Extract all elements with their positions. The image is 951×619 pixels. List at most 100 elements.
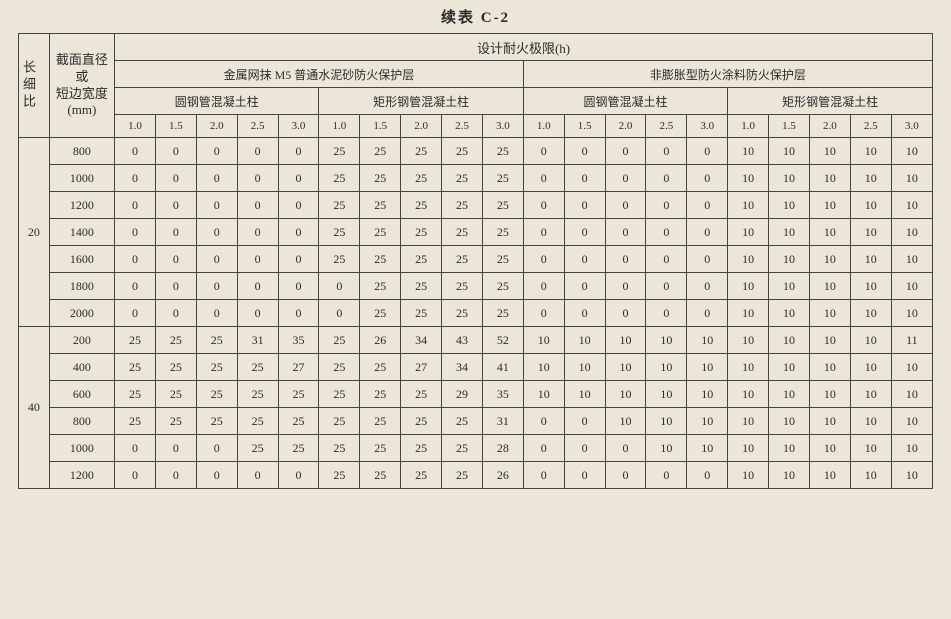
hdr-tick: 3.0 (687, 115, 728, 138)
hdr-ratio: 长细比 (19, 34, 50, 138)
cell-value: 10 (850, 435, 891, 462)
cell-value: 10 (728, 273, 769, 300)
cell-value: 0 (523, 300, 564, 327)
cell-value: 0 (523, 219, 564, 246)
cell-value: 25 (360, 300, 401, 327)
cell-value: 25 (115, 354, 156, 381)
cell-value: 25 (482, 219, 523, 246)
cell-value: 10 (728, 300, 769, 327)
cell-value: 0 (605, 246, 646, 273)
cell-value: 0 (196, 435, 237, 462)
cell-value: 0 (564, 462, 605, 489)
cell-value: 25 (442, 192, 483, 219)
cell-value: 0 (115, 462, 156, 489)
cell-value: 10 (769, 246, 810, 273)
cell-value: 0 (155, 219, 196, 246)
cell-value: 10 (809, 219, 850, 246)
hdr-tick: 2.5 (442, 115, 483, 138)
cell-value: 10 (728, 435, 769, 462)
cell-value: 25 (360, 462, 401, 489)
cell-value: 25 (442, 219, 483, 246)
cell-value: 10 (850, 408, 891, 435)
cell-value: 10 (809, 327, 850, 354)
table-row: 6002525252525252525293510101010101010101… (19, 381, 933, 408)
cell-value: 25 (237, 354, 278, 381)
cell-value: 25 (319, 462, 360, 489)
cell-value: 0 (115, 219, 156, 246)
cell-value: 0 (237, 462, 278, 489)
cell-value: 0 (237, 219, 278, 246)
cell-value: 0 (278, 273, 319, 300)
cell-value: 25 (401, 462, 442, 489)
cell-diameter: 200 (49, 327, 114, 354)
hdr-tick: 2.0 (401, 115, 442, 138)
cell-value: 10 (809, 300, 850, 327)
cell-value: 25 (482, 165, 523, 192)
cell-value: 0 (687, 165, 728, 192)
cell-value: 0 (564, 219, 605, 246)
table-row: 180000000025252525000001010101010 (19, 273, 933, 300)
cell-value: 25 (196, 327, 237, 354)
cell-value: 10 (891, 300, 932, 327)
table-row: 200000000025252525000001010101010 (19, 300, 933, 327)
cell-value: 25 (155, 327, 196, 354)
hdr-tick: 2.5 (646, 115, 687, 138)
cell-value: 10 (891, 192, 932, 219)
cell-value: 25 (401, 381, 442, 408)
cell-value: 25 (401, 165, 442, 192)
cell-value: 25 (482, 192, 523, 219)
cell-value: 0 (196, 246, 237, 273)
cell-value: 10 (728, 165, 769, 192)
cell-value: 10 (523, 354, 564, 381)
cell-value: 25 (115, 381, 156, 408)
cell-value: 10 (728, 381, 769, 408)
cell-value: 11 (891, 327, 932, 354)
cell-value: 10 (605, 381, 646, 408)
cell-value: 0 (646, 219, 687, 246)
cell-value: 10 (605, 327, 646, 354)
cell-value: 10 (646, 408, 687, 435)
cell-value: 0 (646, 192, 687, 219)
cell-value: 0 (155, 300, 196, 327)
cell-value: 25 (442, 300, 483, 327)
cell-value: 0 (687, 219, 728, 246)
cell-value: 0 (646, 462, 687, 489)
cell-value: 10 (891, 462, 932, 489)
table-row: 4002525252527252527344110101010101010101… (19, 354, 933, 381)
cell-value: 0 (564, 300, 605, 327)
cell-value: 25 (360, 381, 401, 408)
cell-value: 0 (196, 138, 237, 165)
cell-value: 25 (401, 408, 442, 435)
cell-value: 10 (809, 408, 850, 435)
cell-value: 25 (155, 354, 196, 381)
cell-value: 0 (646, 246, 687, 273)
cell-value: 0 (237, 192, 278, 219)
cell-value: 25 (319, 435, 360, 462)
cell-value: 25 (360, 219, 401, 246)
hdr-tick: 2.0 (196, 115, 237, 138)
cell-value: 25 (401, 246, 442, 273)
cell-value: 10 (809, 462, 850, 489)
cell-value: 0 (523, 192, 564, 219)
cell-diameter: 2000 (49, 300, 114, 327)
cell-value: 10 (850, 192, 891, 219)
cell-value: 10 (850, 273, 891, 300)
cell-value: 0 (319, 273, 360, 300)
hdr-a-circle: 圆钢管混凝土柱 (115, 88, 319, 115)
hdr-b-circle: 圆钢管混凝土柱 (523, 88, 727, 115)
cell-value: 25 (319, 192, 360, 219)
hdr-tick: 1.5 (769, 115, 810, 138)
cell-value: 0 (605, 192, 646, 219)
cell-value: 10 (769, 165, 810, 192)
cell-value: 0 (523, 165, 564, 192)
cell-value: 0 (115, 435, 156, 462)
cell-diameter: 800 (49, 408, 114, 435)
cell-value: 25 (442, 246, 483, 273)
cell-diameter: 1000 (49, 165, 114, 192)
cell-diameter: 1400 (49, 219, 114, 246)
cell-value: 0 (196, 192, 237, 219)
cell-diameter: 1600 (49, 246, 114, 273)
cell-value: 25 (319, 246, 360, 273)
cell-value: 0 (237, 165, 278, 192)
cell-value: 0 (278, 462, 319, 489)
